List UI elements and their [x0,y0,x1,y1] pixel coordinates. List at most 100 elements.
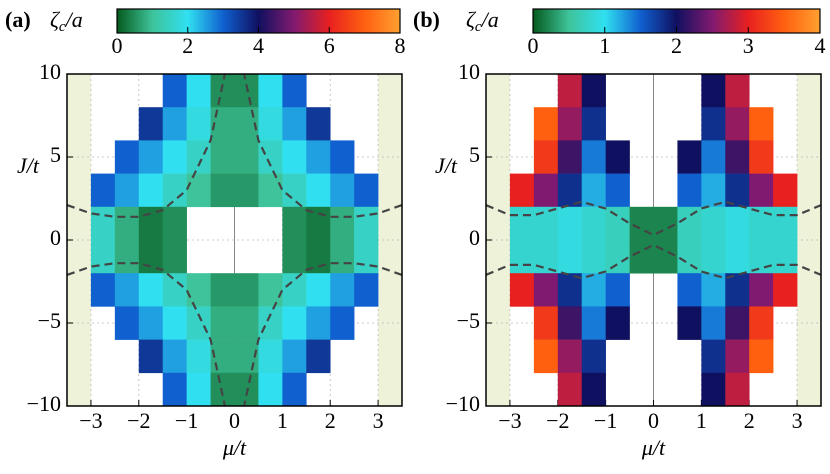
heatmap-cell [605,140,630,174]
heatmap-cell [533,306,559,340]
heatmap-cell [701,273,726,307]
heatmap-cell [725,107,750,141]
heatmap-cell [677,173,702,208]
colorbar-tick-label: 4 [253,33,264,58]
heatmap-cell [330,206,355,241]
heatmap-cell [725,140,750,174]
x-tick-label: 0 [648,408,659,433]
heatmap-cell [749,339,774,374]
x-tick-label: 1 [696,408,707,433]
heatmap-cell [330,273,355,307]
x-axis-label: μ/t [222,435,247,460]
x-tick-label: 3 [373,408,384,433]
heatmap-cell [581,273,606,307]
heatmap-cell [282,306,307,340]
heatmap-cell [186,339,211,374]
heatmap-cell [773,173,798,208]
heatmap-cell [330,306,355,340]
heatmap-cell [138,273,164,307]
colorbar-tick-label: 0 [112,33,123,58]
heatmap-cell [330,140,355,174]
y-tick-label: 5 [50,142,61,167]
heatmap-cell [581,372,606,407]
heatmap-cell [677,206,702,241]
heatmap-cell [306,140,331,174]
heatmap-cell [114,173,140,208]
dashed-curve [243,262,403,407]
heatmap-cell [653,206,678,241]
heatmap-cell [581,306,606,340]
dashed-curve [66,73,226,218]
heatmap-cell [701,74,726,108]
y-tick-label: 0 [50,225,61,250]
heatmap-cell [162,206,187,241]
plot-frame [485,73,822,407]
heatmap-cell [90,240,116,274]
shaded-region [378,74,402,406]
heatmap-cell [605,306,630,340]
heatmap-cell [306,107,331,141]
heatmap-cell [162,372,187,407]
heatmap-cell [749,306,774,340]
heatmap-cell [701,306,726,340]
heatmap-cell [773,206,798,241]
colorbar-tick-label: 8 [395,33,406,58]
y-tick-label: −10 [27,391,61,416]
heatmap-cell [282,107,307,141]
heatmap-cell [114,140,140,174]
colorbar-tick-label: 2 [182,33,193,58]
heatmap-cell [282,74,307,108]
heatmap-cell [725,173,750,208]
colorbar-label: ζc/a [50,7,83,35]
heatmap-cell [725,273,750,307]
heatmap-cell [677,306,702,340]
x-tick-label: 2 [325,408,336,433]
x-tick-label: 3 [792,408,803,433]
heatmap-cell [605,240,630,274]
heatmap-cell [186,140,211,174]
heatmap-cell [162,273,187,307]
y-tick-label: 10 [39,59,61,84]
heatmap-cell [258,273,283,307]
heatmap-cell [701,173,726,208]
heatmap-cell [701,107,726,141]
y-tick-label: 5 [469,142,480,167]
dashed-curve [66,262,226,407]
heatmap-cell [725,306,750,340]
heatmap-cell [557,173,583,208]
heatmap-cell [581,240,606,274]
heatmap-cell [533,240,559,274]
heatmap-cell [605,206,630,241]
plot-frame [66,73,403,407]
heatmap-cell [749,173,774,208]
heatmap-cell [354,273,379,307]
heatmap-cell [162,339,187,374]
heatmap-cell [306,273,331,307]
heatmap-cell [557,140,583,174]
heatmap-cell [557,206,583,241]
heatmap-cell [533,107,559,141]
heatmap-cell [701,206,726,241]
colorbar-tick-label: 2 [671,33,682,58]
heatmap-cell [162,107,187,141]
heatmap-cell [162,240,187,274]
heatmap-cell [533,206,559,241]
heatmap-cell [282,140,307,174]
heatmap-cell [509,206,535,241]
heatmap-cell [138,140,164,174]
heatmap-cell [282,273,307,307]
x-axis-label: μ/t [641,435,666,460]
colorbar-label: ζc/a [466,7,499,35]
heatmap-cell [533,339,559,374]
heatmap-cell [725,206,750,241]
colorbar-tick-label: 4 [815,33,826,58]
heatmap-cell [557,240,583,274]
heatmap-cell [258,74,283,108]
heatmap-cell [258,107,283,141]
heatmap-cell [330,240,355,274]
x-tick-label: −1 [175,408,198,433]
x-tick-label: −1 [594,408,617,433]
heatmap-cell [186,273,211,307]
heatmap-cell [186,372,211,407]
x-tick-label: 2 [744,408,755,433]
